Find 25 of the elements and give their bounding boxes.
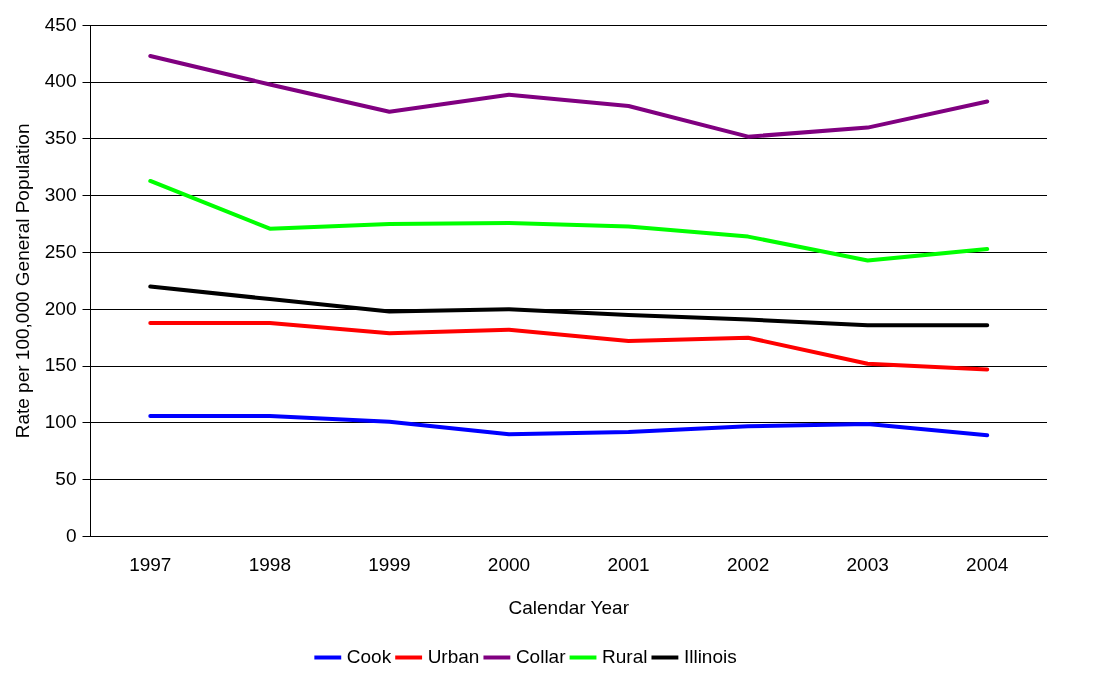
x-tick-label: 1999: [368, 554, 411, 576]
y-tick-label: 250: [44, 240, 77, 262]
y-tick-label: 50: [55, 467, 77, 489]
x-tick-label: 2000: [487, 554, 531, 576]
x-tick-label: 1998: [248, 554, 291, 576]
y-tick-label: 150: [44, 354, 77, 376]
y-tick-label: 450: [44, 13, 77, 35]
y-axis-title: Rate per 100,000 General Population: [11, 123, 33, 439]
legend-label: Illinois: [683, 645, 737, 667]
y-tick-label: 300: [44, 183, 77, 205]
y-tick-label: 350: [44, 127, 77, 149]
legend-label: Collar: [515, 645, 567, 667]
y-tick-label: 100: [44, 411, 77, 433]
x-tick-label: 2002: [726, 554, 770, 576]
y-tick-label: 400: [44, 70, 77, 92]
x-tick-label: 1997: [129, 554, 172, 576]
x-tick-label: 2003: [846, 554, 889, 576]
legend-label: Cook: [346, 645, 392, 667]
legend-label: Rural: [602, 645, 648, 667]
x-tick-label: 2004: [966, 554, 1009, 576]
y-tick-label: 200: [44, 297, 77, 319]
legend-label: Urban: [427, 645, 480, 667]
x-tick-label: 2001: [607, 554, 650, 576]
x-axis-title: Calendar Year: [508, 596, 630, 618]
y-tick-label: 0: [65, 524, 77, 546]
